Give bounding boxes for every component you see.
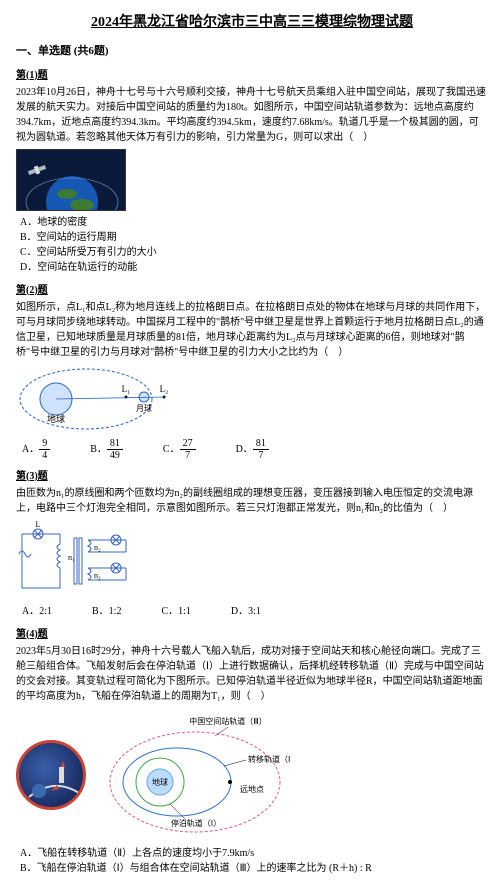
mission-badge bbox=[16, 740, 86, 810]
section-single-choice: 一、单选题 (共6题) bbox=[16, 43, 488, 60]
q3-label-L1: L bbox=[36, 520, 41, 529]
q4-label-o1: 停泊轨道（Ⅰ） bbox=[171, 818, 221, 828]
q2-opt-c: C．277 bbox=[163, 438, 196, 461]
q4-label-earth: 地球 bbox=[152, 777, 168, 787]
q3-opt-a: A．2:1 bbox=[22, 604, 52, 619]
q4-head: 第(4)题 bbox=[16, 627, 488, 642]
q2-label-l1: L₁ bbox=[122, 384, 131, 394]
q4-stem: 2023年5月30日16时29分，神舟十六号载人飞船入轨后，成功对接于空间站天和… bbox=[16, 644, 488, 704]
q1-head: 第(1)题 bbox=[16, 68, 488, 83]
q4-options: A．飞船在转移轨道（Ⅱ）上各点的速度均小于7.9km/s B．飞船在停泊轨道（Ⅰ… bbox=[20, 846, 488, 876]
q4-label-o2: 转移轨道（Ⅱ） bbox=[248, 754, 290, 764]
q2-label-earth: 地球 bbox=[47, 413, 65, 424]
q3-opt-c: C．1:1 bbox=[161, 604, 190, 619]
q1-opt-c: C．空间站所受万有引力的大小 bbox=[20, 245, 488, 260]
q2-opt-a: A．94 bbox=[22, 438, 50, 461]
q3-stem: 由匝数为n₁的原线圈和两个匝数均为n₂的副线圈组成的理想变压器，变压器接到输入电… bbox=[16, 486, 488, 516]
q1-opt-d: D．空间站在轨运行的动能 bbox=[20, 260, 488, 275]
q4-opt-a: A．飞船在转移轨道（Ⅱ）上各点的速度均小于7.9km/s bbox=[20, 846, 488, 861]
q3-opt-d: D．3:1 bbox=[231, 604, 261, 619]
q1-options: A．地球的密度 B．空间站的运行周期 C．空间站所受万有引力的大小 D．空间站在… bbox=[20, 215, 488, 275]
q1-stem: 2023年10月26日，神舟十七号与十六号顺利交接，神舟十七号航天员乘组入驻中国… bbox=[16, 85, 488, 145]
q2-label-l2: L₂ bbox=[160, 384, 169, 394]
q4-label-far: 远地点 bbox=[240, 784, 264, 794]
q2-figure: 地球 L₁ 月球 L₂ bbox=[16, 364, 488, 434]
q3-label-n2b: n₂ bbox=[94, 571, 101, 580]
q2-options: A．94 B．8149 C．277 D．817 bbox=[22, 438, 488, 461]
q1-opt-a: A．地球的密度 bbox=[20, 215, 488, 230]
q3-label-n2a: n₂ bbox=[94, 543, 101, 552]
q2-label-moon: 月球 bbox=[136, 403, 152, 413]
q4-figures: 地球 远地点 中国空间站轨道（Ⅲ） 转移轨道（Ⅱ） 停泊轨道（Ⅰ） bbox=[16, 710, 488, 840]
q3-head: 第(3)题 bbox=[16, 469, 488, 484]
q3-opt-b: B．1:2 bbox=[92, 604, 121, 619]
q4-opt-b: B．飞船在停泊轨道（Ⅰ）与组合体在空间站轨道（Ⅲ）上的速率之比为 (R＋h) :… bbox=[20, 861, 488, 876]
q2-opt-b: B．8149 bbox=[90, 438, 123, 461]
q3-options: A．2:1 B．1:2 C．1:1 D．3:1 bbox=[22, 604, 488, 619]
q2-opt-d: D．817 bbox=[236, 438, 269, 461]
q1-opt-b: B．空间站的运行周期 bbox=[20, 230, 488, 245]
page-title: 2024年黑龙江省哈尔滨市三中高三三模理综物理试题 bbox=[16, 12, 488, 33]
q2-stem: 如图所示，点L₁和点L₂称为地月连线上的拉格朗日点。在拉格朗日点处的物体在地球与… bbox=[16, 300, 488, 360]
q1-figure bbox=[16, 149, 488, 211]
q3-figure: L n₁ n₂ n₂ bbox=[16, 520, 488, 600]
orbit-diagram: 地球 远地点 中国空间站轨道（Ⅲ） 转移轨道（Ⅱ） 停泊轨道（Ⅰ） bbox=[100, 710, 290, 840]
q2-head: 第(2)题 bbox=[16, 283, 488, 298]
q4-label-o3: 中国空间站轨道（Ⅲ） bbox=[189, 716, 267, 726]
